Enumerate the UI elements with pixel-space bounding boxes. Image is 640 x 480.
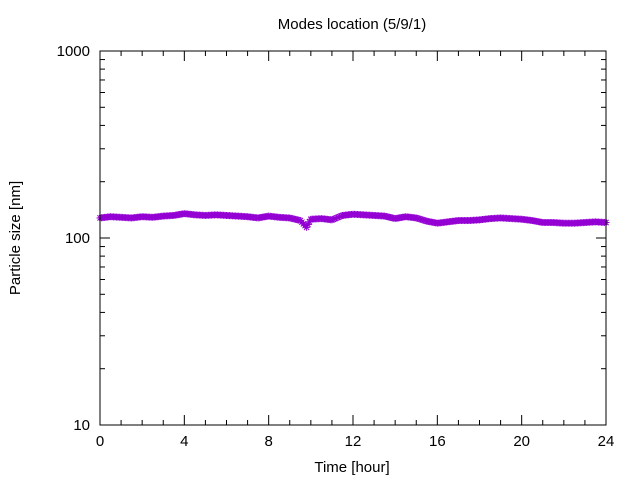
x-tick-label: 24 [598,433,615,450]
x-tick-label: 12 [345,433,362,450]
y-tick-label: 100 [65,230,90,247]
x-tick-label: 16 [429,433,446,450]
x-tick-label: 20 [513,433,530,450]
y-tick-label: 1000 [57,43,90,60]
y-axis-label: Particle size [nm] [7,181,24,295]
chart-title: Modes location (5/9/1) [278,16,426,33]
x-tick-label: 0 [96,433,104,450]
y-tick-label: 10 [73,417,90,434]
y-axis: 10 100 1000 [57,43,606,434]
data-series [96,210,610,231]
x-axis: 0 4 8 12 16 20 24 [96,51,615,450]
x-tick-label: 4 [180,433,188,450]
x-axis-label: Time [hour] [314,459,389,476]
x-tick-label: 8 [264,433,272,450]
plot-frame [99,50,607,426]
